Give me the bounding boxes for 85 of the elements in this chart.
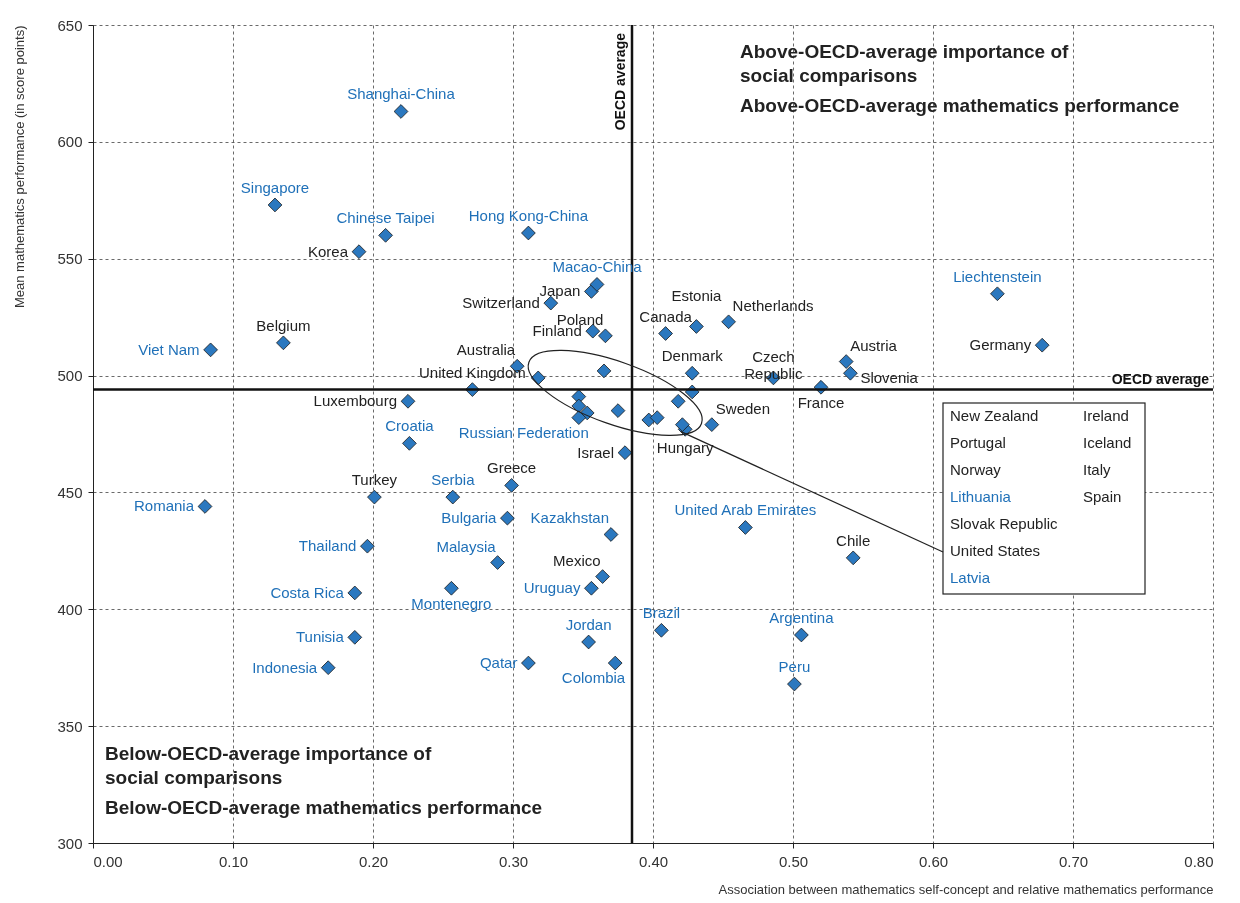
data-label: Shanghai-China: [347, 85, 456, 103]
annotation: Above-OECD-average mathematics performance: [740, 95, 1180, 116]
data-label: Brazil: [642, 604, 681, 622]
data-label: Denmark: [661, 347, 724, 365]
data-label: Qatar: [479, 654, 518, 672]
data-label: France: [797, 394, 845, 412]
data-label: Germany: [969, 336, 1032, 354]
data-label: Slovenia: [860, 369, 919, 387]
data-label: Costa Rica: [270, 583, 345, 601]
data-label: Viet Nam: [138, 340, 200, 358]
x-tick-label: 0.50: [778, 852, 809, 870]
data-label: Chinese Taipei: [336, 209, 435, 227]
data-label: Bulgaria: [441, 509, 498, 527]
data-label: Netherlands: [732, 296, 814, 314]
data-label: Thailand: [298, 537, 357, 555]
y-tick-label: 300: [57, 834, 83, 852]
x-tick-label: 0.70: [1058, 852, 1089, 870]
data-label: Indonesia: [252, 658, 318, 676]
data-label: Argentina: [769, 608, 835, 626]
data-label: Switzerland: [462, 294, 540, 312]
data-label: Montenegro: [411, 595, 492, 613]
data-label: Korea: [307, 242, 349, 260]
y-tick-label: 350: [57, 717, 83, 735]
data-label: Peru: [778, 658, 811, 676]
x-axis-title: Association between mathematics self-concept and relative mathematics performance: [718, 881, 1214, 897]
annotation: Below-OECD-average importance of social comparisons: [105, 743, 432, 788]
x-tick-label: 0.60: [918, 852, 949, 870]
data-label: Singapore: [240, 178, 310, 196]
data-label: Estonia: [671, 287, 723, 305]
x-tick-label: 0.10: [218, 852, 249, 870]
y-tick-label: 600: [57, 133, 83, 151]
data-label: Austria: [850, 336, 898, 354]
x-tick-label: 0.30: [498, 852, 529, 870]
data-label: Japan: [539, 282, 581, 300]
y-tick-label: 500: [57, 367, 83, 385]
data-label: Liechtenstein: [953, 267, 1042, 285]
data-label: United Arab Emirates: [674, 501, 817, 519]
annotation: Iceland: [1083, 433, 1132, 451]
data-label: Kazakhstan: [530, 509, 609, 527]
data-label: Canada: [639, 307, 693, 325]
data-label: Chile: [836, 531, 871, 549]
data-label: Serbia: [431, 471, 476, 489]
annotation: Lithuania: [950, 487, 1012, 505]
y-tick-label: 400: [57, 600, 83, 618]
data-label: Turkey: [351, 471, 398, 489]
data-label: Malaysia: [436, 537, 497, 555]
data-label: Czech Republic: [744, 347, 804, 382]
annotation: Below-OECD-average mathematics performance: [105, 797, 543, 818]
annotation: Above-OECD-average importance of social comparisons: [740, 41, 1070, 86]
data-label: Mexico: [553, 551, 601, 569]
data-label: Uruguay: [523, 579, 581, 597]
x-tick-label: 0.00: [93, 852, 123, 870]
y-axis-title: Mean mathematics performance (in score points): [12, 25, 28, 309]
data-label: Luxembourg: [313, 392, 397, 410]
x-tick-label: 0.20: [358, 852, 389, 870]
data-label: Romania: [133, 497, 195, 515]
annotation: Norway: [950, 460, 1002, 478]
y-tick-label: 450: [57, 483, 83, 501]
annotation: United States: [950, 541, 1041, 559]
data-label: Colombia: [561, 669, 626, 687]
data-label: Tunisia: [295, 628, 345, 646]
annotation: Slovak Republic: [950, 514, 1059, 532]
annotation: Latvia: [950, 568, 991, 586]
ref-line-label: OECD average: [1111, 370, 1210, 387]
data-label: Jordan: [565, 616, 612, 634]
data-label: Belgium: [256, 316, 311, 334]
data-label: Israel: [577, 443, 614, 461]
data-label: Greece: [487, 459, 537, 477]
data-label: Hong Kong-China: [468, 207, 589, 225]
data-label: United Kingdom: [419, 363, 526, 381]
x-tick-label: 0.40: [638, 852, 669, 870]
annotation: New Zealand: [950, 406, 1039, 424]
annotation: Spain: [1083, 487, 1122, 505]
y-tick-label: 650: [57, 16, 83, 34]
annotation: Italy: [1083, 460, 1112, 478]
x-tick-label: 0.80: [1184, 852, 1214, 870]
annotation: Portugal: [950, 433, 1006, 451]
ref-line-label: OECD average: [612, 32, 628, 131]
data-label: Hungary: [656, 439, 715, 457]
y-tick-label: 550: [57, 250, 83, 268]
data-label: Russian Federation: [458, 423, 589, 441]
data-label: Sweden: [715, 399, 771, 417]
annotation: Ireland: [1083, 406, 1129, 424]
data-label: Australia: [456, 341, 516, 359]
data-label: Croatia: [385, 417, 435, 435]
